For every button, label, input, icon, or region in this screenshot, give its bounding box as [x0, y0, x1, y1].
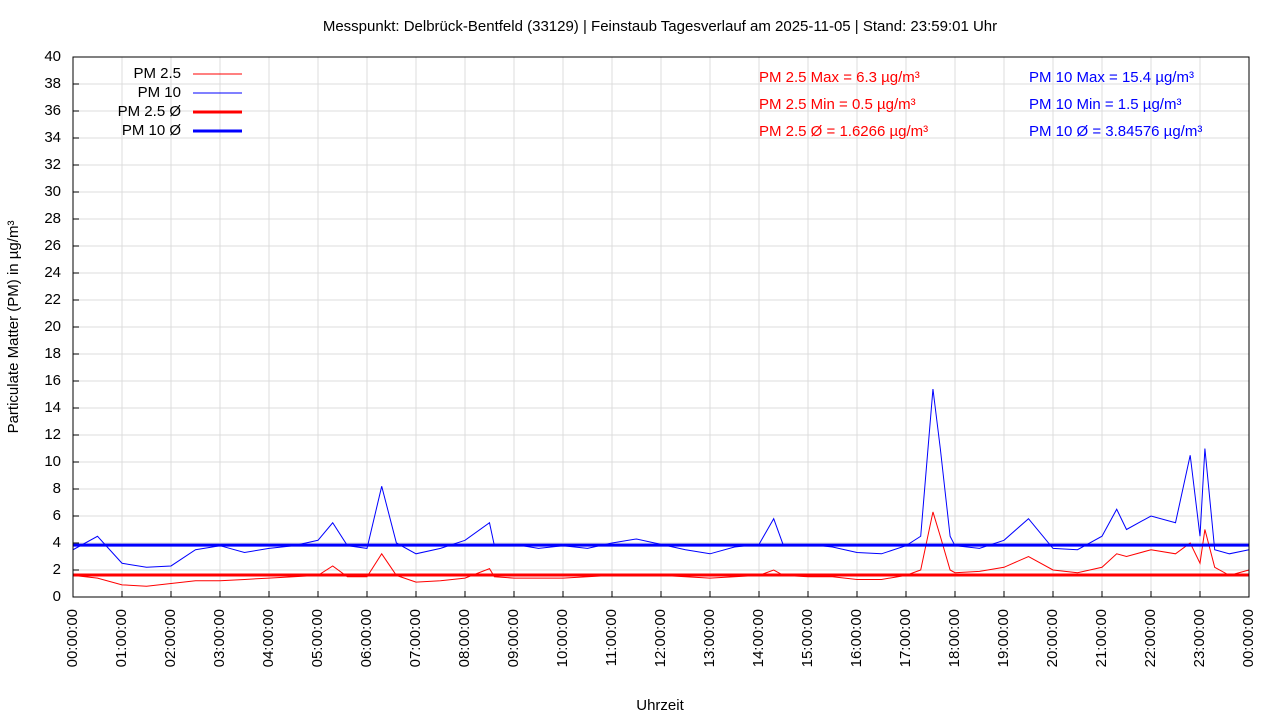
x-tick-label: 05:00:00 [309, 609, 326, 667]
y-tick-label: 18 [44, 345, 61, 362]
y-tick-label: 38 [44, 75, 61, 92]
y-tick-label: 36 [44, 102, 61, 119]
x-tick-label: 03:00:00 [211, 609, 228, 667]
y-tick-label: 20 [44, 318, 61, 335]
x-tick-label: 18:00:00 [946, 609, 963, 667]
y-tick-label: 16 [44, 372, 61, 389]
x-tick-label: 10:00:00 [554, 609, 571, 667]
x-tick-label: 13:00:00 [701, 609, 718, 667]
y-tick-label: 14 [44, 399, 61, 416]
x-tick-label: 12:00:00 [652, 609, 669, 667]
stat-annotation: PM 10 Max = 15.4 µg/m³ [1029, 69, 1194, 86]
x-tick-label: 09:00:00 [505, 609, 522, 667]
y-tick-label: 32 [44, 156, 61, 173]
y-tick-label: 28 [44, 210, 61, 227]
y-tick-label: 10 [44, 453, 61, 470]
x-tick-label: 01:00:00 [113, 609, 130, 667]
stat-annotation: PM 10 Min = 1.5 µg/m³ [1029, 96, 1181, 113]
x-tick-label: 00:00:00 [64, 609, 81, 667]
y-tick-label: 24 [44, 264, 61, 281]
x-tick-label: 19:00:00 [995, 609, 1012, 667]
legend-label: PM 10 Ø [122, 122, 182, 139]
y-tick-label: 40 [44, 48, 61, 65]
overlay: 024681012141618202224262830323436384000:… [44, 48, 1257, 667]
plot [72, 389, 1250, 587]
y-tick-label: 26 [44, 237, 61, 254]
stat-annotation: PM 2.5 Max = 6.3 µg/m³ [759, 69, 920, 86]
x-tick-label: 02:00:00 [162, 609, 179, 667]
stat-annotation: PM 2.5 Ø = 1.6266 µg/m³ [759, 123, 928, 140]
x-tick-label: 00:00:00 [1240, 609, 1257, 667]
x-tick-label: 23:00:00 [1191, 609, 1208, 667]
x-tick-label: 08:00:00 [456, 609, 473, 667]
chart-title: Messpunkt: Delbrück-Bentfeld (33129) | F… [323, 18, 997, 35]
y-tick-label: 30 [44, 183, 61, 200]
y-tick-label: 2 [53, 561, 61, 578]
x-tick-label: 14:00:00 [750, 609, 767, 667]
x-axis-label: Uhrzeit [636, 697, 684, 714]
y-axis-label: Particulate Matter (PM) in µg/m³ [5, 221, 22, 434]
stat-annotation: PM 2.5 Min = 0.5 µg/m³ [759, 96, 916, 113]
legend-label: PM 2.5 [133, 65, 181, 82]
y-tick-label: 0 [53, 588, 61, 605]
x-tick-label: 06:00:00 [358, 609, 375, 667]
x-tick-label: 20:00:00 [1044, 609, 1061, 667]
x-tick-label: 15:00:00 [799, 609, 816, 667]
grid [72, 56, 1250, 598]
x-tick-label: 16:00:00 [848, 609, 865, 667]
legend-label: PM 10 [138, 84, 181, 101]
y-tick-label: 8 [53, 480, 61, 497]
y-tick-label: 4 [53, 534, 61, 551]
x-tick-label: 17:00:00 [897, 609, 914, 667]
legend-label: PM 2.5 Ø [118, 103, 182, 120]
data-line [72, 389, 1250, 568]
y-tick-label: 12 [44, 426, 61, 443]
x-tick-label: 21:00:00 [1093, 609, 1110, 667]
x-tick-label: 07:00:00 [407, 609, 424, 667]
stat-annotation: PM 10 Ø = 3.84576 µg/m³ [1029, 123, 1202, 140]
x-tick-label: 22:00:00 [1142, 609, 1159, 667]
y-tick-label: 34 [44, 129, 61, 146]
x-tick-label: 04:00:00 [260, 609, 277, 667]
x-tick-label: 11:00:00 [603, 609, 620, 666]
y-tick-label: 6 [53, 507, 61, 524]
y-tick-label: 22 [44, 291, 61, 308]
